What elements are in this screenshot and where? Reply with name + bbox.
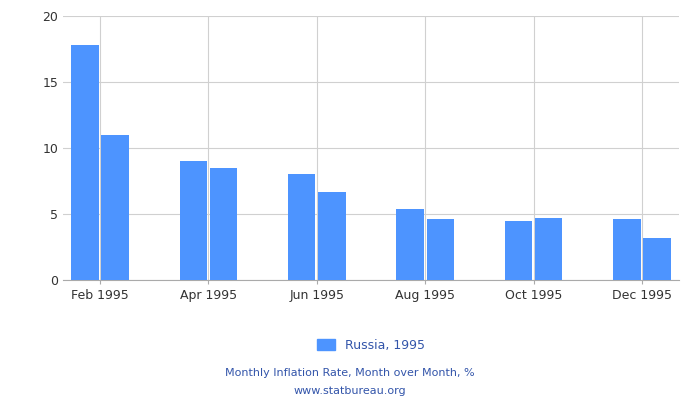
- Text: www.statbureau.org: www.statbureau.org: [294, 386, 406, 396]
- Bar: [288, 174, 316, 280]
- Bar: [505, 220, 532, 280]
- Legend: Russia, 1995: Russia, 1995: [312, 334, 430, 357]
- Bar: [643, 238, 671, 280]
- Bar: [535, 218, 562, 280]
- Bar: [210, 168, 237, 280]
- Bar: [318, 192, 346, 280]
- Text: Monthly Inflation Rate, Month over Month, %: Monthly Inflation Rate, Month over Month…: [225, 368, 475, 378]
- Bar: [426, 219, 454, 280]
- Bar: [71, 45, 99, 280]
- Bar: [613, 219, 641, 280]
- Bar: [180, 161, 207, 280]
- Bar: [102, 135, 129, 280]
- Bar: [396, 209, 424, 280]
